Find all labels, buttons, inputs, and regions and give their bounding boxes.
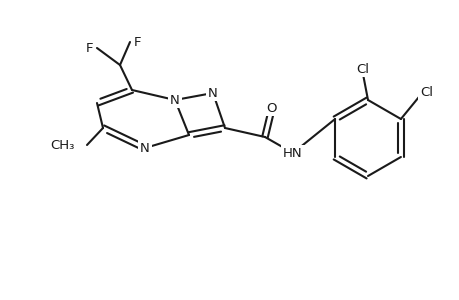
Text: Cl: Cl [356,62,369,76]
Text: Cl: Cl [420,85,432,98]
Text: O: O [266,101,277,115]
Text: F: F [85,41,93,55]
Text: F: F [134,35,141,49]
Text: N: N [140,142,150,154]
Text: N: N [170,94,179,106]
Text: CH₃: CH₃ [50,139,75,152]
Text: HN: HN [283,146,302,160]
Text: N: N [207,86,218,100]
